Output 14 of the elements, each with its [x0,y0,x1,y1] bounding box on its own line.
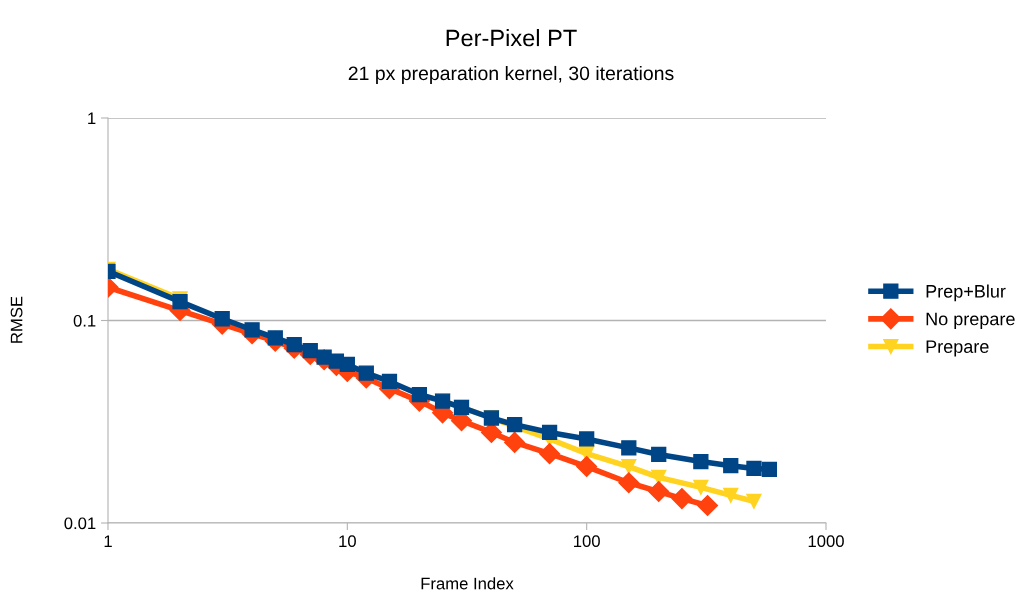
legend-label: No prepare [926,312,1015,329]
chart-title: Per-Pixel PT [446,29,577,47]
x-tick-label: 100 [574,535,600,548]
x-tick-label: 10 [339,535,356,548]
y-tick-label: 0.01 [64,517,96,530]
legend-label: Prepare [926,340,989,357]
legend-label: Prep+Blur [926,284,1006,302]
x-tick-label: 1000 [808,535,844,548]
y-tick-label: 0.1 [73,314,96,327]
y-tick-label: 1 [88,112,96,125]
x-tick-label: 1 [104,535,112,547]
y-axis-title: RMSE [10,296,23,343]
x-axis-title: Frame Index [421,577,514,590]
chart-subtitle: 21 px preparation kernel, 30 iterations [348,65,674,85]
